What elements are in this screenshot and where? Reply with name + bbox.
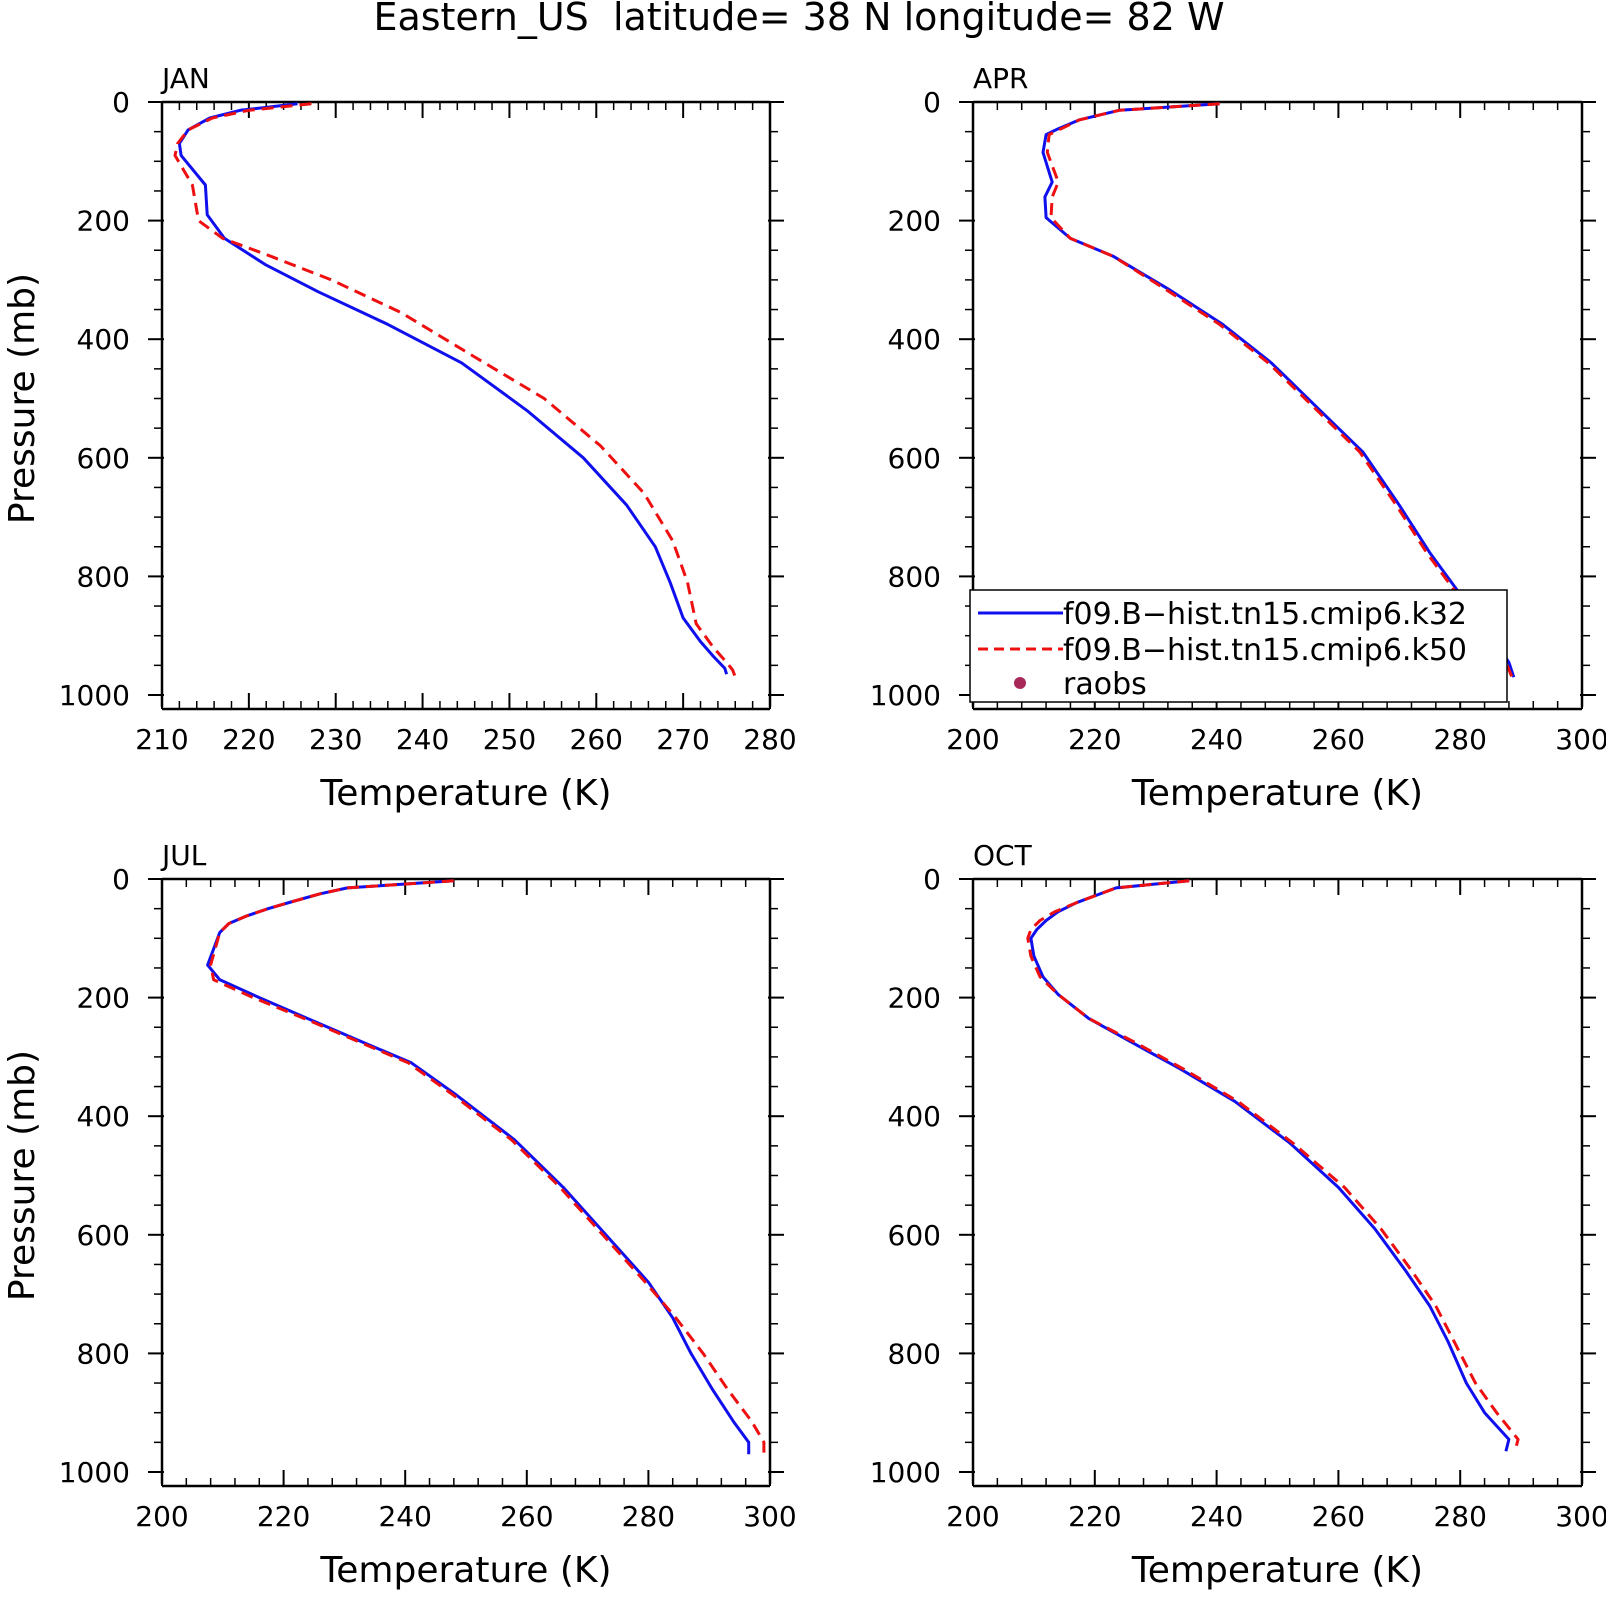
x-tick-label: 200 xyxy=(135,1500,188,1533)
x-tick-label: 260 xyxy=(500,1500,553,1533)
x-tick-label: 240 xyxy=(1190,1500,1243,1533)
x-tick-label: 220 xyxy=(222,723,275,756)
y-tick-label: 400 xyxy=(77,323,130,356)
legend-k50-label: f09.B−hist.tn15.cmip6.k50 xyxy=(1063,633,1467,668)
y-tick-label: 600 xyxy=(888,1219,941,1252)
y-tick-label: 1000 xyxy=(870,1456,941,1489)
y-tick-label: 600 xyxy=(888,442,941,475)
y-tick-label: 1000 xyxy=(59,679,130,712)
y-tick-label: 800 xyxy=(888,1337,941,1370)
panel-jul: JUL 200 220 240 260 280 300 0 200 400 600 800 1000 Te… xyxy=(2,839,797,1591)
y-tick-label: 0 xyxy=(923,863,941,896)
x-tick-label: 230 xyxy=(309,723,362,756)
x-tick-label: 300 xyxy=(743,1500,796,1533)
y-tick-label: 200 xyxy=(77,982,130,1015)
panel-oct: OCT 200 220 240 260 280 300 0 200 400 600 800 1000 Te… xyxy=(870,839,1606,1591)
y-tick-label: 0 xyxy=(112,863,130,896)
y-tick-label: 0 xyxy=(112,86,130,119)
legend-k32-label: f09.B−hist.tn15.cmip6.k32 xyxy=(1063,597,1467,632)
y-tick-label: 1000 xyxy=(59,1456,130,1489)
x-axis-label: Temperature (K) xyxy=(319,773,611,814)
legend: f09.B−hist.tn15.cmip6.k32 f09.B−hist.tn1… xyxy=(969,589,1508,703)
legend-box xyxy=(969,589,1508,703)
panel-title: OCT xyxy=(973,839,1033,872)
x-tick-label: 280 xyxy=(622,1500,675,1533)
y-tick-label: 600 xyxy=(77,1219,130,1252)
x-tick-label: 220 xyxy=(1068,723,1121,756)
y-tick-label: 0 xyxy=(923,86,941,119)
series-k32-line xyxy=(177,102,729,675)
series-k50-line xyxy=(173,102,737,678)
series-k50-line xyxy=(1026,879,1520,1452)
y-tick-label: 800 xyxy=(77,560,130,593)
x-tick-label: 300 xyxy=(1555,1500,1606,1533)
x-tick-label: 240 xyxy=(378,1500,431,1533)
panel-title: JAN xyxy=(160,62,210,95)
y-axis-label: Pressure (mb) xyxy=(2,273,43,524)
y-tick-label: 800 xyxy=(888,560,941,593)
x-tick-label: 260 xyxy=(1312,1500,1365,1533)
x-tick-label: 210 xyxy=(135,723,188,756)
y-tick-label: 400 xyxy=(77,1100,130,1133)
y-tick-label: 600 xyxy=(77,442,130,475)
x-tick-label: 200 xyxy=(946,723,999,756)
panel-title: APR xyxy=(973,62,1029,95)
legend-raobs-marker xyxy=(1014,677,1026,689)
x-tick-label: 300 xyxy=(1555,723,1606,756)
x-tick-label: 220 xyxy=(1068,1500,1121,1533)
y-axis-label: Pressure (mb) xyxy=(2,1050,43,1301)
x-tick-label: 270 xyxy=(656,723,709,756)
panel-jan: JAN 210 220 230 240 250 260 270 280 0 200 400 600 800… xyxy=(2,62,797,814)
x-axis-label: Temperature (K) xyxy=(1131,773,1423,814)
series-k32-line xyxy=(1029,879,1511,1452)
legend-raobs-label: raobs xyxy=(1063,667,1147,702)
y-tick-label: 200 xyxy=(888,982,941,1015)
figure-title: Eastern_US latitude= 38 N longitude= 82 … xyxy=(373,0,1224,39)
x-axis-label: Temperature (K) xyxy=(1131,1550,1423,1591)
y-tick-label: 200 xyxy=(888,205,941,238)
y-tick-label: 400 xyxy=(888,323,941,356)
panels: JAN 210 220 230 240 250 260 270 280 0 200 400 600 800… xyxy=(2,62,1606,1591)
panel-title: JUL xyxy=(160,839,207,872)
x-tick-label: 280 xyxy=(743,723,796,756)
series-k32-line xyxy=(206,879,751,1455)
series-k50-line xyxy=(209,879,766,1458)
x-tick-label: 280 xyxy=(1433,1500,1486,1533)
x-tick-label: 240 xyxy=(396,723,449,756)
y-tick-label: 1000 xyxy=(870,679,941,712)
x-tick-label: 260 xyxy=(570,723,623,756)
x-axis-label: Temperature (K) xyxy=(319,1550,611,1591)
x-tick-label: 250 xyxy=(483,723,536,756)
y-tick-label: 200 xyxy=(77,205,130,238)
x-tick-label: 260 xyxy=(1312,723,1365,756)
series-k50-line xyxy=(1045,102,1514,678)
x-tick-label: 240 xyxy=(1190,723,1243,756)
x-tick-label: 200 xyxy=(946,1500,999,1533)
y-tick-label: 400 xyxy=(888,1100,941,1133)
x-tick-label: 220 xyxy=(257,1500,310,1533)
y-tick-label: 800 xyxy=(77,1337,130,1370)
x-tick-label: 280 xyxy=(1433,723,1486,756)
